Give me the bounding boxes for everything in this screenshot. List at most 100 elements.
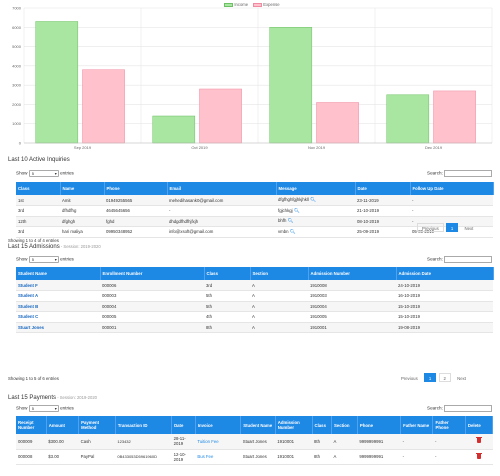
student-name-link[interactable]: Student B — [16, 301, 100, 312]
trash-icon[interactable] — [475, 452, 482, 459]
admissions-header-section[interactable]: Section — [250, 267, 309, 280]
admissions-header-student-name[interactable]: Student Name — [16, 267, 101, 280]
payments-cell: 28-11-2019 — [171, 434, 196, 450]
inquiries-cell: fghd — [104, 216, 167, 227]
inquiries-cell: 23-11-2019 — [355, 195, 410, 206]
inquiries-cell: dfgfhghfgjhkjhkll 🔍︎ — [276, 195, 355, 206]
inquiries-cell: 01949255565 — [104, 195, 167, 206]
admissions-length-control: Show 5 entries — [16, 256, 74, 263]
payments-row: 000008 $3.00 PayPal 0B433053D5961960D 12-10-… — [16, 449, 493, 465]
payments-header-transaction-id[interactable]: Transaction ID — [115, 416, 173, 434]
inquiries-header-name[interactable]: Name — [60, 182, 105, 195]
x-tick-label: Sep 2019 — [74, 145, 92, 150]
admissions-cell: 000006 — [100, 280, 204, 291]
inquiries-row: 3rd dfhdfhg 4645645656- fgjchkgj 🔍︎ 21-10-20… — [16, 205, 493, 217]
inquiries-previous-button[interactable]: Previous — [417, 223, 444, 232]
admissions-header-admission-number[interactable]: Admission Number — [308, 267, 397, 280]
admissions-cell: 15-10-2019 — [396, 311, 493, 323]
inquiries-page-size-select[interactable]: 5 — [28, 170, 59, 177]
x-tick-label: Dec 2019 — [425, 145, 443, 150]
admissions-next-button[interactable]: Next — [457, 376, 466, 381]
payments-cell: - — [400, 434, 433, 450]
payments-cell: 12-10-2019 — [171, 449, 196, 465]
inquiries-header-email[interactable]: Email — [167, 182, 277, 195]
inquiries-cell: 08-10-2019 — [355, 216, 410, 227]
payments-delete-cell — [465, 434, 493, 450]
inquiries-row: 12th dfghgh fghd dhdgdfhdfhjfxjh bhfh 🔍︎ 08-1… — [16, 216, 493, 227]
bar-expense — [82, 69, 125, 144]
admissions-page-1-button[interactable]: 1 — [423, 373, 437, 382]
payments-search-input[interactable] — [444, 405, 493, 412]
admissions-header-enrollment-number[interactable]: Enrollment Number — [100, 267, 205, 280]
inquiries-header-message[interactable]: Message — [276, 182, 356, 195]
view-message-icon[interactable]: 🔍︎ — [308, 197, 316, 202]
payments-cell: 000008 — [16, 449, 47, 465]
view-message-icon[interactable]: 🔍︎ — [288, 228, 296, 234]
admissions-page-size-select[interactable]: 5 — [28, 256, 59, 263]
invoice-link[interactable]: Bus Fee — [195, 449, 241, 465]
payments-cell: - — [432, 449, 466, 465]
y-tick-label: 4000 — [12, 63, 22, 68]
legend-swatch-expense — [253, 2, 263, 7]
payments-header-father-name[interactable]: Father Name — [400, 416, 434, 434]
inquiries-cell: - — [410, 195, 493, 206]
view-message-icon[interactable]: 🔍︎ — [292, 207, 300, 213]
student-name-link[interactable]: Stuart Jones — [16, 322, 100, 333]
inquiries-next-button[interactable]: Next — [464, 226, 474, 231]
inquiries-header-class[interactable]: Class — [16, 182, 61, 195]
invoice-link[interactable]: Tuition Fee — [195, 434, 241, 450]
student-name-link[interactable]: Student A — [16, 290, 100, 302]
payments-header-amount[interactable]: Amount — [46, 416, 80, 434]
payments-header-date[interactable]: Date — [171, 416, 196, 434]
y-tick-label: 0 — [19, 141, 22, 146]
admissions-cell: 4th — [204, 311, 250, 323]
inquiries-search-control: Search: — [427, 170, 493, 177]
view-message-icon[interactable]: 🔍︎ — [286, 218, 294, 224]
inquiries-cell: - — [167, 205, 276, 217]
admissions-cell: 5th — [204, 290, 250, 302]
payments-title: Last 15 Payments - Session: 2019-2020 — [8, 395, 98, 401]
payments-header-payment-method[interactable]: Payment Method — [78, 416, 116, 434]
inquiries-search-input[interactable] — [444, 170, 493, 177]
payments-cell: A — [331, 434, 358, 450]
y-tick-label: 6000 — [12, 25, 22, 30]
payments-header-section[interactable]: Section — [331, 416, 358, 434]
legend-swatch-income — [224, 2, 234, 7]
student-name-link[interactable]: Student C — [16, 311, 100, 323]
inquiries-page-1-button[interactable]: 1 — [445, 223, 459, 232]
bar-income — [35, 21, 79, 144]
payments-header-delete[interactable]: Delete — [465, 416, 494, 434]
student-name-link[interactable]: Student F — [16, 280, 100, 291]
admissions-previous-button[interactable]: Previous — [401, 376, 418, 381]
payments-header-student-name[interactable]: Student Name — [240, 416, 276, 434]
payments-cell: 123432 — [115, 434, 172, 450]
payments-header-admission-number[interactable]: Admission Number — [275, 416, 313, 434]
inquiries-cell: 3rd — [16, 226, 60, 238]
inquiries-header-follow-up-date[interactable]: Follow Up Date — [410, 182, 494, 195]
inquiries-cell: fgjchkgj 🔍︎ — [276, 205, 355, 217]
payments-header-receipt-number[interactable]: Receipt Number — [16, 416, 47, 434]
admissions-page-2-button[interactable]: 2 — [438, 373, 451, 382]
inquiries-pagination: Previous 1 Next — [416, 223, 477, 233]
admissions-search-input[interactable] — [444, 256, 493, 263]
payments-header-class[interactable]: Class — [312, 416, 332, 434]
income-expense-chart: Income Expense 0 1000 2000 3000 4000 5000 6000… — [0, 0, 500, 152]
admissions-header-class[interactable]: Class — [204, 267, 251, 280]
admissions-cell: 1910004 — [308, 301, 396, 312]
trash-icon[interactable] — [475, 437, 482, 444]
inquiries-header-date[interactable]: Date — [355, 182, 411, 195]
admissions-cell: 000001 — [100, 322, 204, 333]
payments-page-size-select[interactable]: 5 — [28, 405, 59, 412]
admissions-cell: 1910001 — [308, 322, 396, 333]
admissions-cell: A — [250, 301, 308, 312]
payments-header-invoice[interactable]: Invoice — [195, 416, 242, 434]
admissions-cell: A — [250, 311, 308, 323]
payments-header-father-phone[interactable]: Father Phone — [432, 416, 466, 434]
bar-income — [269, 27, 313, 144]
admissions-cell: 1910008 — [308, 280, 396, 291]
admissions-header-admission-date[interactable]: Admission Date — [396, 267, 494, 280]
inquiries-table: Class Name Phone Email Message Date Follow Up … — [16, 182, 494, 238]
inquiries-cell: Amit — [60, 195, 104, 206]
payments-header-phone[interactable]: Phone — [357, 416, 402, 434]
inquiries-header-phone[interactable]: Phone — [104, 182, 168, 195]
